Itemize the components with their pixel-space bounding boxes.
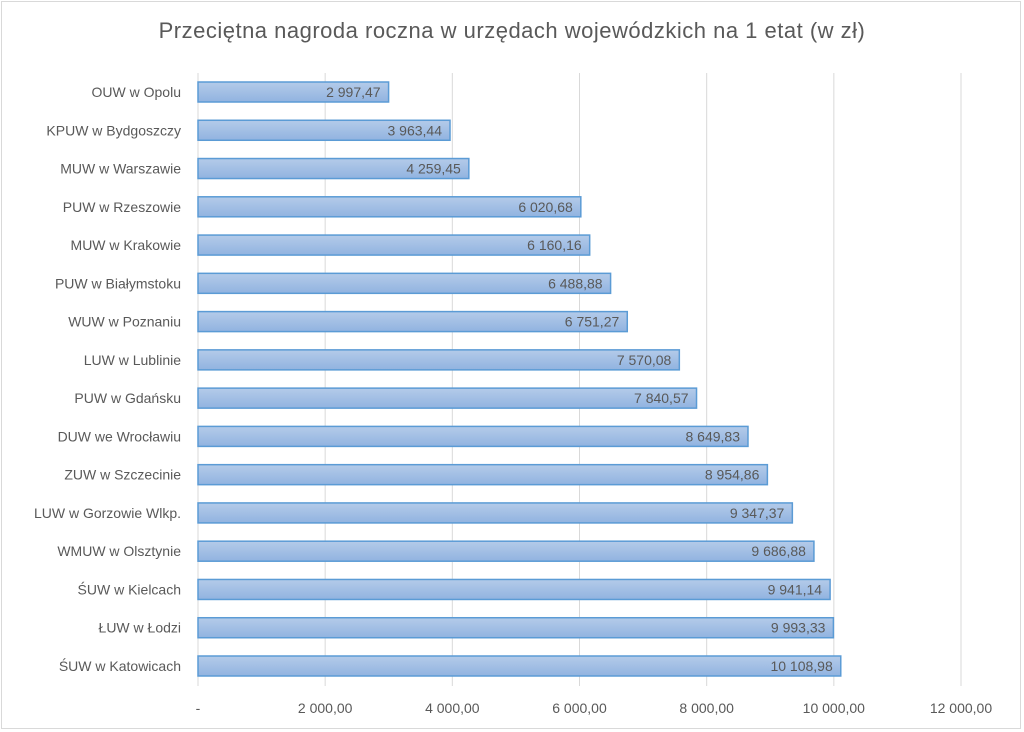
- bar: [197, 655, 842, 677]
- bar: [197, 387, 698, 409]
- data-label: 10 108,98: [770, 658, 832, 674]
- category-label: MUW w Warszawie: [60, 161, 181, 177]
- bar: [197, 272, 612, 295]
- data-label: 9 347,37: [730, 505, 785, 521]
- category-label: ŚUW w Katowicach: [59, 657, 181, 674]
- category-label: WMUW w Olsztynie: [57, 543, 181, 559]
- category-label: OUW w Opolu: [92, 84, 181, 100]
- x-tick-label: 2 000,00: [298, 700, 353, 716]
- bar: [197, 349, 681, 371]
- data-label: 7 570,08: [617, 352, 672, 368]
- bar: [197, 81, 390, 103]
- category-label: ŁUW w Łodzi: [99, 620, 181, 636]
- bar: [197, 463, 769, 486]
- category-label: DUW we Wrocławiu: [58, 428, 181, 444]
- category-label: LUW w Lublinie: [84, 352, 181, 368]
- bar: [197, 119, 451, 142]
- category-label: PUW w Rzeszowie: [63, 199, 181, 215]
- bar: [197, 502, 794, 524]
- data-label: 2 997,47: [326, 84, 381, 100]
- category-label: LUW w Gorzowie Wlkp.: [34, 505, 181, 521]
- bar: [197, 540, 815, 562]
- data-label: 3 963,44: [388, 122, 443, 138]
- x-tick-label: 10 000,00: [803, 700, 865, 716]
- data-label: 9 941,14: [768, 581, 823, 597]
- x-tick-label: -: [196, 700, 201, 716]
- data-label: 9 993,33: [771, 620, 826, 636]
- x-tick-label: 4 000,00: [425, 700, 480, 716]
- bar: [197, 616, 835, 639]
- category-label: PUW w Gdańsku: [74, 390, 181, 406]
- data-label: 6 751,27: [565, 314, 620, 330]
- chart-title: Przeciętna nagroda roczna w urzędach woj…: [158, 18, 866, 43]
- category-label: PUW w Białymstoku: [55, 275, 181, 291]
- data-label: 7 840,57: [634, 390, 689, 406]
- x-tick-label: 6 000,00: [552, 700, 607, 716]
- data-label: 9 686,88: [751, 543, 806, 559]
- data-label: 8 649,83: [685, 428, 740, 444]
- category-label: ŚUW w Kielcach: [78, 580, 181, 597]
- data-label: 8 954,86: [705, 467, 760, 483]
- data-label: 4 259,45: [406, 161, 461, 177]
- bar: [197, 310, 629, 333]
- x-tick-label: 8 000,00: [679, 700, 734, 716]
- bar: [197, 196, 582, 218]
- category-label: KPUW w Bydgoszczy: [46, 122, 181, 138]
- bar: [197, 157, 470, 180]
- data-label: 6 020,68: [518, 199, 573, 215]
- data-label: 6 488,88: [548, 275, 603, 291]
- bar: [197, 578, 831, 601]
- bar: [197, 425, 749, 448]
- x-tick-label: 12 000,00: [930, 700, 992, 716]
- bar: [197, 234, 591, 256]
- data-label: 6 160,16: [527, 237, 582, 253]
- category-label: WUW w Poznaniu: [68, 314, 181, 330]
- category-label: ZUW w Szczecinie: [64, 467, 181, 483]
- category-label: MUW w Krakowie: [71, 237, 182, 253]
